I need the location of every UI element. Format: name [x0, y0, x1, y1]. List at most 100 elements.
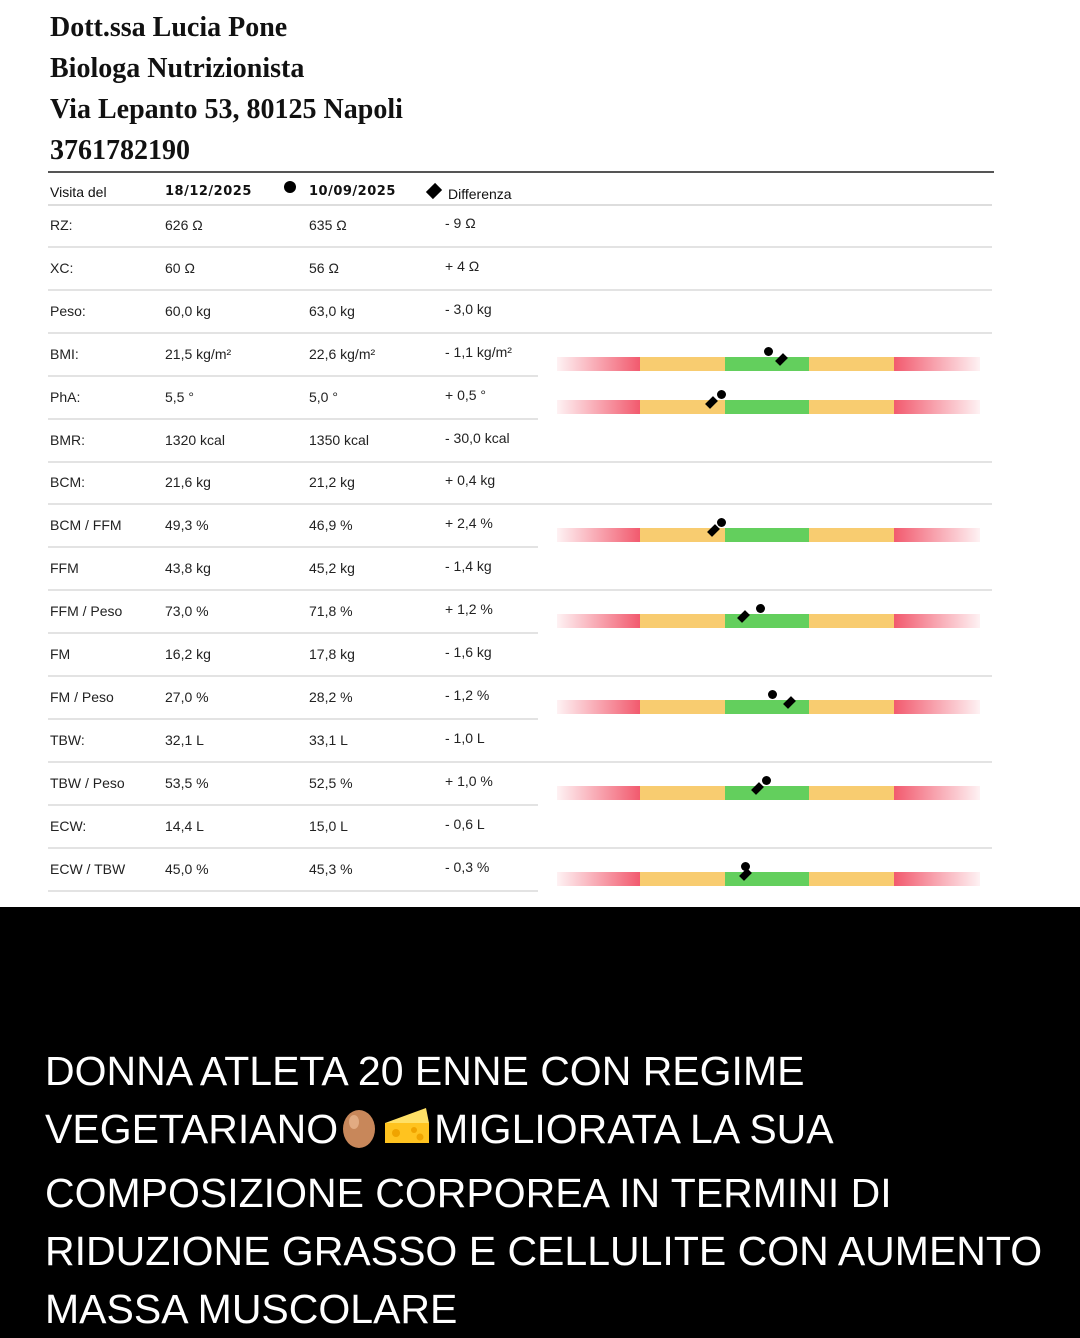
range-segment — [725, 871, 809, 886]
row-label: TBW: — [50, 731, 85, 748]
difference-value: + 1,2 % — [445, 601, 493, 618]
caption-text: DONNA ATLETA 20 ENNE CON REGIME VEGETARI… — [45, 1042, 1055, 1338]
difference-value: + 2,4 % — [445, 515, 493, 532]
difference-value: + 0,5 ° — [445, 386, 487, 403]
current-value: 1320 kcal — [165, 431, 225, 448]
current-value: 53,5 % — [165, 774, 209, 791]
current-value: 16,2 kg — [165, 646, 211, 662]
range-segment — [809, 399, 894, 414]
row-label: BCM: — [50, 474, 85, 491]
row-label: XC: — [50, 259, 74, 276]
row-divider — [48, 803, 538, 806]
table-row: ECW: 14,4 L 15,0 L - 0,6 L — [0, 806, 1080, 849]
difference-value: - 9 Ω — [445, 215, 476, 231]
table-row: BMR: 1320 kcal 1350 kcal - 30,0 kcal — [0, 420, 1080, 463]
range-segment — [557, 399, 640, 414]
range-bar — [557, 356, 980, 371]
range-segment — [640, 399, 725, 414]
table-row: Peso: 60,0 kg 63,0 kg - 3,0 kg — [0, 291, 1080, 334]
current-value: 60,0 kg — [165, 302, 211, 319]
previous-value: 45,2 kg — [309, 560, 355, 577]
current-value: 626 Ω — [165, 217, 203, 233]
table-row: RZ: 626 Ω 635 Ω - 9 Ω — [0, 205, 1080, 248]
row-divider — [48, 374, 538, 377]
caption-line-1: DONNA ATLETA 20 ENNE CON REGIME — [45, 1048, 805, 1094]
previous-value: 28,2 % — [309, 688, 353, 705]
range-segment — [640, 871, 725, 886]
row-divider — [48, 288, 992, 291]
range-bar — [557, 785, 980, 800]
range-segment — [557, 356, 640, 371]
difference-value: + 0,4 kg — [445, 472, 496, 489]
caption-line-2b: MIGLIORATA LA SUA — [434, 1106, 834, 1152]
range-segment — [557, 614, 640, 629]
row-divider — [48, 417, 538, 420]
doctor-phone: 3761782190 — [50, 135, 190, 166]
previous-visit-marker — [740, 861, 750, 871]
difference-value: - 30,0 kcal — [445, 429, 510, 446]
table-row: FFM 43,8 kg 45,2 kg - 1,4 kg — [0, 548, 1080, 592]
range-segment — [640, 614, 725, 629]
range-segment — [725, 356, 809, 371]
table-row: BCM / FFM 49,3 % 46,9 % + 2,4 % — [0, 505, 1080, 549]
row-label: BMR: — [50, 431, 85, 448]
range-segment — [725, 399, 809, 414]
row-divider — [48, 889, 538, 892]
row-divider — [48, 246, 992, 248]
current-value: 73,0 % — [165, 603, 209, 620]
previous-value: 33,1 L — [309, 731, 348, 748]
range-bar — [557, 399, 980, 414]
row-label: BMI: — [50, 345, 79, 362]
previous-value: 56 Ω — [309, 259, 339, 276]
difference-value: - 1,2 % — [445, 686, 490, 703]
range-segment — [557, 871, 640, 886]
previous-visit-marker — [768, 689, 778, 699]
table-row: ECW / TBW 45,0 % 45,3 % - 0,3 % — [0, 849, 1080, 892]
caption-line-4: RIDUZIONE GRASSO E CELLULITE CON AUMENTO — [45, 1228, 1043, 1274]
row-label: FFM — [50, 560, 79, 577]
difference-value: + 4 Ω — [445, 257, 480, 274]
previous-value: 46,9 % — [309, 517, 353, 534]
row-divider — [48, 675, 992, 677]
table-row: FM / Peso 27,0 % 28,2 % - 1,2 % — [0, 677, 1080, 720]
difference-value: - 1,0 L — [445, 729, 485, 746]
table-row: PhA: 5,5 ° 5,0 ° + 0,5 ° — [0, 377, 1080, 420]
difference-value: - 1,4 kg — [445, 558, 492, 575]
range-segment — [809, 699, 894, 714]
current-value: 43,8 kg — [165, 560, 211, 577]
caption-line-3: COMPOSIZIONE CORPOREA IN TERMINI DI — [45, 1170, 892, 1216]
range-segment — [894, 871, 980, 886]
previous-visit-marker — [761, 775, 771, 785]
row-label: FM / Peso — [50, 688, 114, 705]
report-document: Dott.ssa Lucia Pone Biologa Nutrizionist… — [0, 0, 1080, 907]
current-visit-diamond-icon — [425, 182, 443, 200]
row-divider — [48, 460, 992, 463]
table-row: FM 16,2 kg 17,8 kg - 1,6 kg — [0, 634, 1080, 677]
row-label: BCM / FFM — [50, 517, 122, 534]
table-row: BCM: 21,6 kg 21,2 kg + 0,4 kg — [0, 462, 1080, 506]
previous-value: 22,6 kg/m² — [309, 345, 376, 362]
current-value: 45,0 % — [165, 860, 209, 877]
range-segment — [894, 356, 980, 371]
difference-value: - 0,3 % — [445, 858, 490, 875]
current-value: 32,1 L — [165, 731, 204, 748]
row-divider — [48, 546, 538, 549]
table-row: TBW: 32,1 L 33,1 L - 1,0 L — [0, 720, 1080, 763]
previous-value: 15,0 L — [309, 817, 348, 834]
caption-line-2: VEGETARIANO MIGLIORATA LA SUA — [45, 1100, 1055, 1164]
range-segment — [809, 528, 894, 543]
range-segment — [640, 699, 725, 714]
previous-value: 1350 kcal — [309, 431, 369, 448]
table-row: FFM / Peso 73,0 % 71,8 % + 1,2 % — [0, 591, 1080, 635]
previous-visit-marker — [755, 604, 765, 614]
previous-visit-dot-icon — [284, 181, 296, 193]
current-value: 60 Ω — [165, 259, 195, 276]
range-segment — [809, 614, 894, 629]
previous-value: 52,5 % — [309, 774, 353, 791]
range-segment — [725, 528, 809, 543]
row-label: ECW / TBW — [50, 860, 126, 877]
current-value: 5,5 ° — [165, 388, 194, 405]
caption-line-2a: VEGETARIANO — [45, 1106, 339, 1152]
row-label: ECW: — [50, 817, 87, 834]
row-divider — [48, 503, 992, 506]
